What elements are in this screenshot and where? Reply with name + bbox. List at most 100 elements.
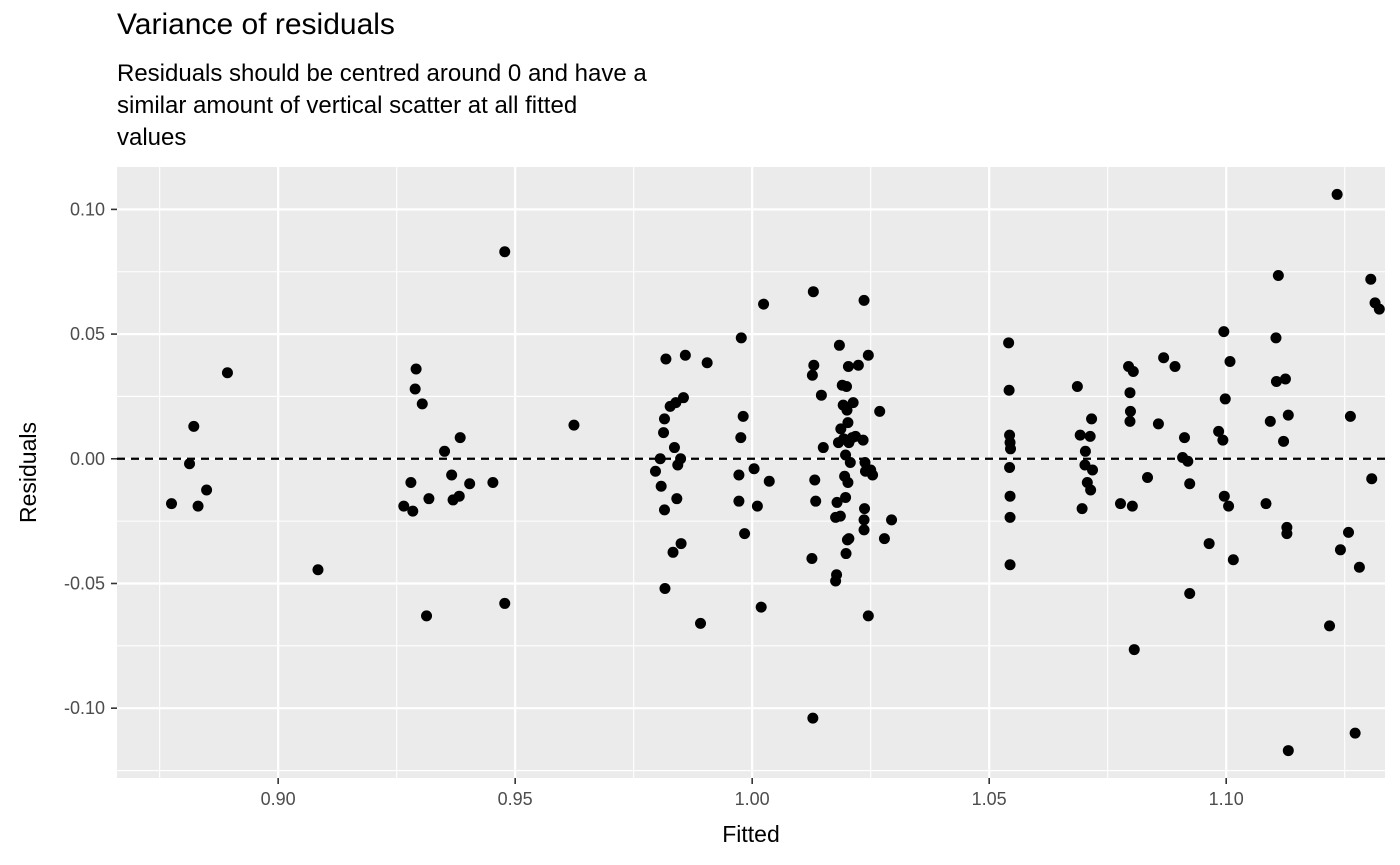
data-point — [1184, 587, 1196, 599]
data-point — [1004, 490, 1016, 502]
data-point — [499, 597, 511, 609]
x-tick-label: 0.95 — [498, 789, 533, 809]
data-point — [416, 398, 428, 410]
data-point — [1353, 561, 1365, 573]
data-point — [675, 453, 687, 465]
data-point — [1076, 503, 1088, 515]
data-point — [748, 463, 760, 475]
data-point — [667, 546, 679, 558]
data-point — [859, 503, 871, 515]
data-point — [1114, 498, 1126, 510]
data-point — [1127, 365, 1139, 377]
data-point — [1152, 418, 1164, 430]
data-point — [1373, 303, 1385, 315]
data-point — [423, 493, 435, 505]
data-point — [1264, 415, 1276, 427]
data-point — [1158, 352, 1170, 364]
y-axis: -0.10 -0.05 0.00 0.05 0.10 — [64, 199, 117, 718]
data-point — [1074, 429, 1086, 441]
y-tick-label: 0.05 — [70, 324, 105, 344]
data-point — [1004, 559, 1016, 571]
y-tick-label: 0.00 — [70, 449, 105, 469]
data-point — [735, 332, 747, 344]
data-point — [1086, 413, 1098, 425]
data-point — [405, 476, 417, 488]
data-point — [867, 469, 879, 481]
data-point — [857, 434, 869, 446]
y-tick-label: -0.10 — [64, 698, 105, 718]
data-point — [1003, 337, 1015, 349]
data-point — [668, 442, 680, 454]
data-point — [831, 569, 843, 581]
data-point — [842, 417, 854, 429]
data-point — [1219, 393, 1231, 405]
data-point — [809, 474, 821, 486]
data-point — [453, 490, 465, 502]
data-point — [733, 495, 745, 507]
data-point — [1272, 269, 1284, 281]
data-point — [464, 478, 476, 490]
data-point — [188, 420, 200, 432]
data-point — [1005, 443, 1017, 455]
y-tick-label: -0.05 — [64, 573, 105, 593]
data-point — [1169, 361, 1181, 373]
data-point — [499, 246, 511, 258]
data-point — [806, 369, 818, 381]
data-point — [1124, 405, 1136, 417]
data-point — [658, 427, 670, 439]
data-point — [878, 533, 890, 545]
data-point — [660, 353, 672, 365]
data-point — [1079, 445, 1091, 457]
data-point — [184, 458, 196, 470]
data-point — [421, 610, 433, 622]
data-point — [192, 500, 204, 512]
data-point — [1279, 373, 1291, 385]
data-point — [1218, 490, 1230, 502]
data-point — [739, 528, 751, 540]
data-point — [1218, 326, 1230, 338]
data-point — [852, 359, 864, 371]
data-point — [1270, 375, 1282, 387]
data-point — [1124, 415, 1136, 427]
data-point — [810, 495, 822, 507]
data-point — [675, 538, 687, 550]
data-point — [1142, 471, 1154, 483]
data-point — [1124, 387, 1136, 399]
data-point — [1270, 332, 1282, 344]
data-point — [1184, 478, 1196, 490]
data-point — [1334, 544, 1346, 556]
data-point — [1004, 462, 1016, 474]
data-point — [1365, 273, 1377, 285]
data-point — [815, 389, 827, 401]
data-point — [1343, 526, 1355, 538]
x-tick-label: 1.05 — [972, 789, 1007, 809]
data-point — [701, 357, 713, 369]
x-axis: 0.90 0.95 1.00 1.05 1.10 — [261, 778, 1244, 809]
data-points — [166, 188, 1385, 757]
x-axis-title: Fitted — [722, 821, 780, 847]
data-point — [677, 392, 689, 404]
data-point — [221, 367, 233, 379]
data-point — [835, 423, 847, 435]
data-point — [1344, 410, 1356, 422]
data-point — [410, 363, 422, 375]
data-point — [446, 469, 458, 481]
data-point — [1260, 498, 1272, 510]
data-point — [1278, 435, 1290, 447]
data-point — [1084, 430, 1096, 442]
data-point — [859, 457, 871, 469]
data-point — [1217, 434, 1229, 446]
data-point — [840, 548, 852, 560]
data-point — [1178, 432, 1190, 444]
y-axis-title: Residuals — [15, 422, 41, 523]
data-point — [858, 524, 870, 536]
data-point — [1087, 464, 1099, 476]
data-point — [806, 553, 818, 565]
data-point — [454, 432, 466, 444]
data-point — [834, 510, 846, 522]
data-point — [735, 432, 747, 444]
data-point — [1324, 620, 1336, 632]
x-tick-label: 0.90 — [261, 789, 296, 809]
data-point — [751, 500, 763, 512]
data-point — [679, 349, 691, 361]
